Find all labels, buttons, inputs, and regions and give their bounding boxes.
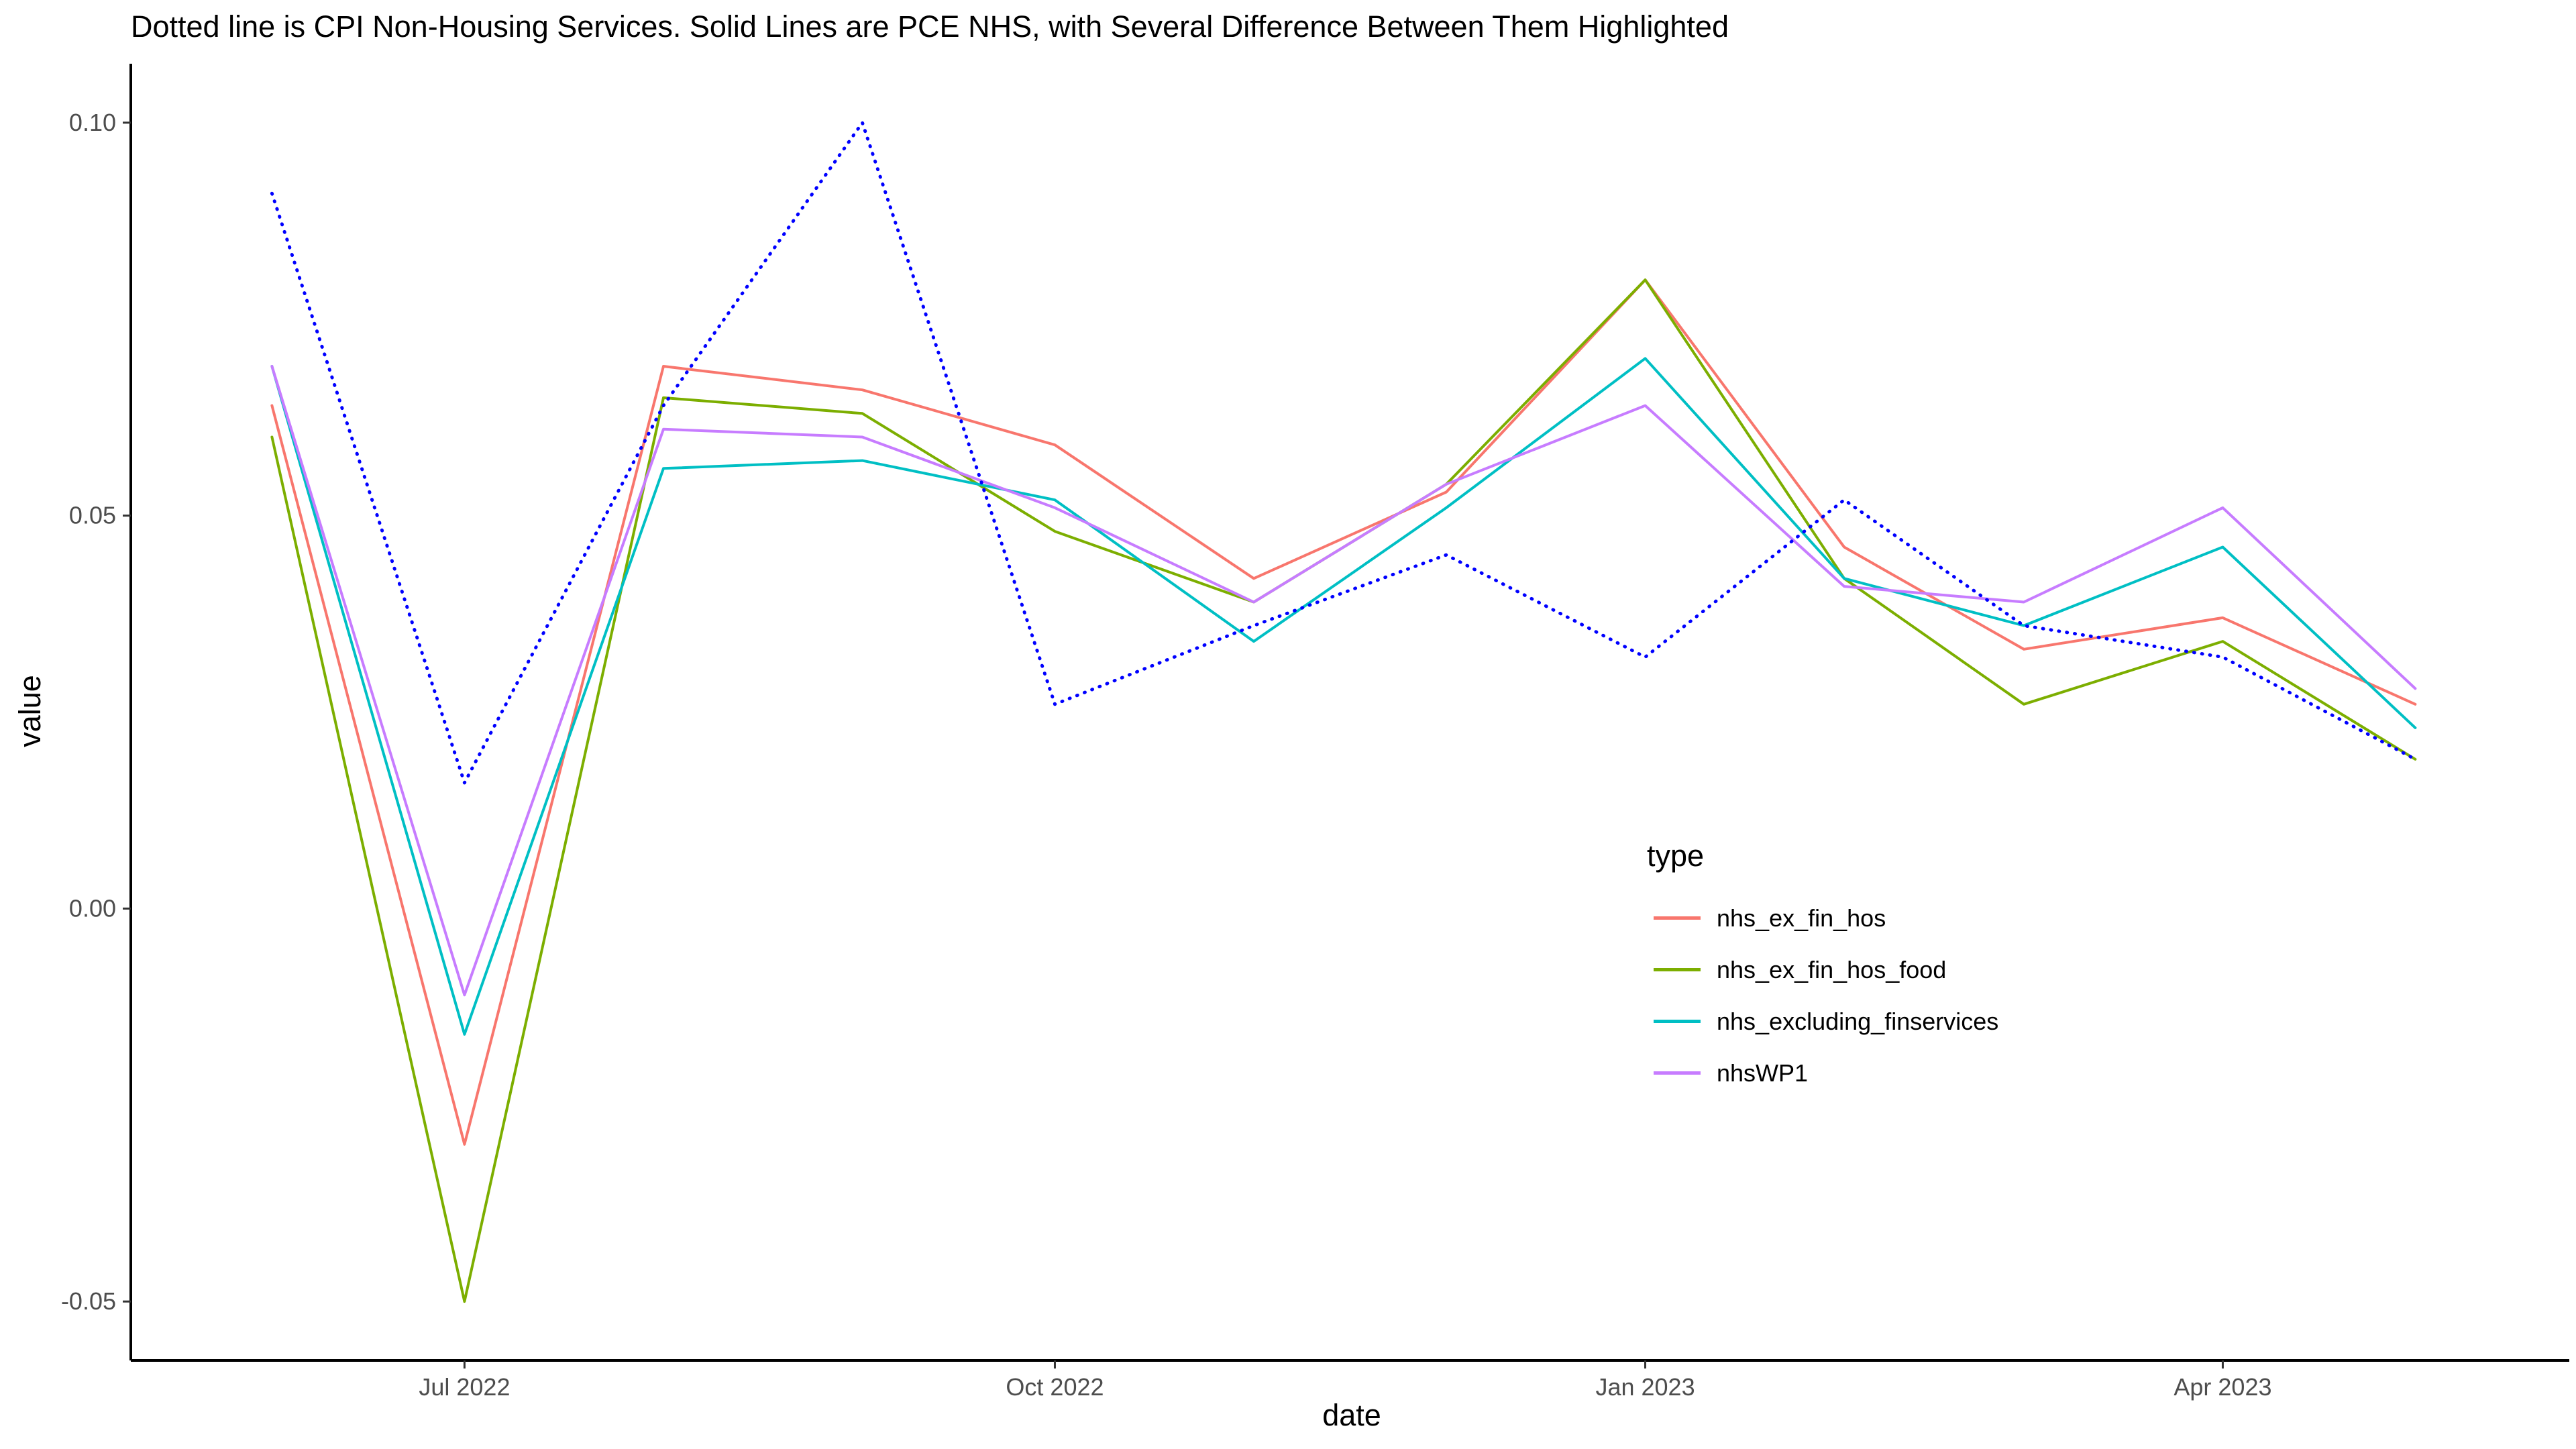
y-axis-title: value <box>13 675 47 747</box>
x-tick-label: Jul 2022 <box>419 1373 510 1401</box>
legend-label: nhsWP1 <box>1717 1059 1809 1087</box>
x-axis-title: date <box>1322 1398 1381 1432</box>
series-layer <box>270 121 2417 1303</box>
legend-key <box>1654 1071 1701 1075</box>
legend-title: type <box>1647 839 1705 873</box>
series-line-dotted <box>270 121 2417 785</box>
legend-item: nhsWP1 <box>1647 1047 1998 1099</box>
series-line-nhs-excluding-finservices <box>270 357 2417 1036</box>
axes-layer: -0.05 0.00 0.05 0.10 Jul 2022 Oct 2022 Jan 202… <box>61 64 2569 1401</box>
x-tick-label: Apr 2023 <box>2174 1373 2271 1401</box>
y-tick-label: 0.10 <box>69 109 116 136</box>
y-tick-label: 0.05 <box>69 502 116 529</box>
legend: type nhs_ex_fin_hos nhs_ex_fin_hos_food nh… <box>1647 839 1998 1099</box>
x-tick-label: Jan 2023 <box>1595 1373 1695 1401</box>
legend-item: nhs_ex_fin_hos_food <box>1647 944 1998 996</box>
legend-items: nhs_ex_fin_hos nhs_ex_fin_hos_food nhs_exc… <box>1647 892 1998 1099</box>
chart-title: Dotted line is CPI Non-Housing Services.… <box>131 9 1729 44</box>
y-tick-label: 0.00 <box>69 894 116 922</box>
series-line-nhs-ex-fin-hos <box>270 278 2417 1146</box>
series-line-nhswp1 <box>270 365 2417 997</box>
legend-label: nhs_excluding_finservices <box>1717 1007 1999 1035</box>
x-tick-label: Oct 2022 <box>1006 1373 1104 1401</box>
legend-label: nhs_ex_fin_hos <box>1717 904 1886 932</box>
legend-key <box>1654 916 1701 920</box>
legend-item: nhs_ex_fin_hos <box>1647 892 1998 944</box>
legend-label: nhs_ex_fin_hos_food <box>1717 955 1947 983</box>
legend-key <box>1654 1020 1701 1023</box>
legend-item: nhs_excluding_finservices <box>1647 996 1998 1047</box>
series-line-nhs-ex-fin-hos-food <box>270 278 2417 1303</box>
y-tick-label: -0.05 <box>61 1287 116 1315</box>
legend-key <box>1654 968 1701 971</box>
